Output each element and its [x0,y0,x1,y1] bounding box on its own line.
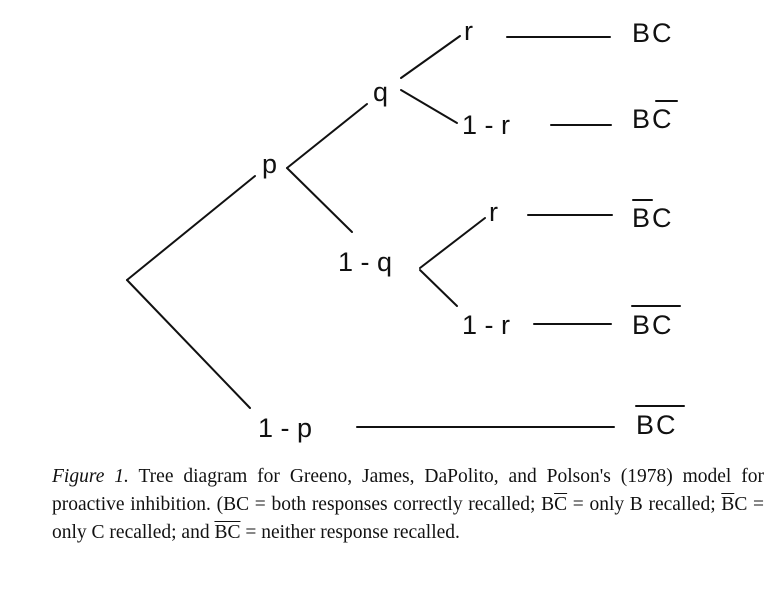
branch-root-1-p [126,279,251,409]
node-r-top: r [464,16,473,46]
caption-bbar: B [721,494,735,515]
caption-text-2: = only B recalled; [567,494,722,515]
node-1-q: 1 - q [338,247,392,277]
outcome-neither-1: BC [632,310,674,340]
figure-label: Figure 1. [52,466,129,487]
tree-diagram: p 1 - p q 1 - q r 1 - r r 1 - r BC BC BC… [126,16,685,443]
node-1-r-top: 1 - r [462,110,510,140]
node-p: p [262,149,277,179]
node-1-p: 1 - p [258,413,312,443]
branch-q-1-r [400,89,458,124]
branch-q-r [400,35,461,79]
outcome-bbar-c: BC [632,203,674,233]
figure-caption: Figure 1. Tree diagram for Greeno, James… [52,463,764,547]
branch-1-q-1-r [419,269,458,307]
outcome-neither-2: BC [636,410,678,440]
outcome-bc: BC [632,18,674,48]
outcome-b-cbar: BC [632,104,674,134]
node-q: q [373,77,388,107]
branch-p-q [286,103,368,169]
caption-text-3: C = only C recalled; and [52,494,764,543]
caption-text-1: Tree diagram for Greeno, James, DaPolito… [52,466,764,515]
node-r-mid: r [489,197,498,227]
caption-neither: BC [214,522,241,543]
branch-1-q-r [419,217,486,269]
caption-cbar: C [554,494,568,515]
branch-p-1-q [286,167,353,233]
caption-text-4: = neither response recalled. [240,522,460,543]
node-1-r-mid: 1 - r [462,310,510,340]
branch-root-p [126,175,256,281]
